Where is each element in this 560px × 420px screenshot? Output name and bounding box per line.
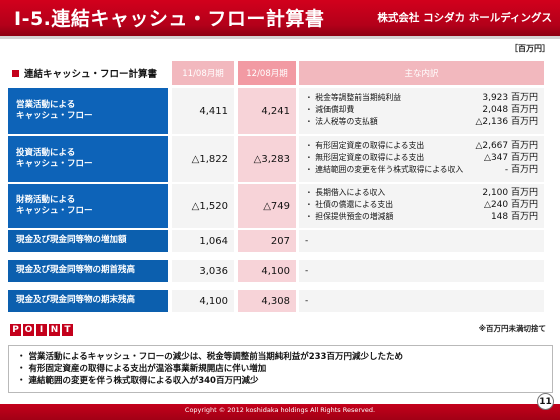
breakdown-line: ・ 長期借入による収入 2,100 百万円 [305,188,538,199]
point-bullet: ・ 営業活動によるキャッシュ・フローの減少は、税金等調整前当期純利益が233百万… [17,351,403,362]
column-header-prev: 11/08月期 [172,61,234,85]
page-title: Ⅰ-5.連結キャッシュ・フロー計算書 [14,8,325,30]
table-title: 連結キャッシュ・フロー計算書 [12,64,157,82]
rounding-footnote: ※百万円未満切捨て [478,324,546,333]
point-bullet: ・ 有形固定資産の取得による支出が温浴事業新規開店に伴い増加 [17,363,267,374]
prev-value: 4,100 [172,290,234,312]
breakdown-line: ・ 税金等調整前当期純利益 3,923 百万円 [305,93,538,104]
point-letter: T [62,324,73,336]
breakdown-line: ・ 連結範囲の変更を伴う株式取得による収入 - 百万円 [305,164,538,175]
row-label: 財務活動による キャッシュ・フロー [8,184,168,228]
point-bullet: ・ 連結範囲の変更を伴う株式取得による収入が340百万円減少 [17,376,259,387]
breakdown-line: ・ 法人税等の支払額 △2,136 百万円 [305,116,538,127]
table-row-closing: 現金及び現金同等物の期末残高 4,100 4,308 - [8,290,544,312]
row-label: 投資活動による キャッシュ・フロー [8,136,168,182]
row-label: 現金及び現金同等物の増加額 [8,230,168,252]
bullet-square-icon [12,69,19,77]
curr-value: △3,283 [238,136,296,182]
point-letter: O [23,324,34,336]
copyright-text: Copyright © 2012 koshidaka holdings All … [184,406,376,414]
table-row-opening: 現金及び現金同等物の期首残高 3,036 4,100 - [8,260,544,282]
table-row-financing: 財務活動による キャッシュ・フロー △1,520 △749 ・ 長期借入による収… [8,184,544,228]
prev-value: 4,411 [172,88,234,134]
row-label: 現金及び現金同等物の期首残高 [8,260,168,282]
table-title-text: 連結キャッシュ・フロー計算書 [24,69,158,80]
breakdown-cell: ・ 税金等調整前当期純利益 3,923 百万円 ・ 減価償却費 2,048 百万円 … [299,88,544,134]
breakdown-line: ・ 有形固定資産の取得による支出 △2,667 百万円 [305,141,538,152]
prev-value: 3,036 [172,260,234,282]
page-number: 11 [537,393,554,410]
prev-value: △1,822 [172,136,234,182]
table-row-increase: 現金及び現金同等物の増加額 1,064 207 - [8,230,544,252]
breakdown-line: ・ 社債の償還による支出 △240 百万円 [305,200,538,211]
breakdown-cell: - [299,260,544,282]
curr-value: 4,100 [238,260,296,282]
table-row-operating: 営業活動による キャッシュ・フロー 4,411 4,241 ・ 税金等調整前当期… [8,88,544,134]
point-box: ・ 営業活動によるキャッシュ・フローの減少は、税金等調整前当期純利益が233百万… [8,345,553,393]
point-letter: I [36,324,47,336]
breakdown-line: ・ 担保提供預金の増減額 148 百万円 [305,211,538,222]
breakdown-cell: - [299,230,544,252]
row-label: 現金及び現金同等物の期末残高 [8,290,168,312]
table-row-investing: 投資活動による キャッシュ・フロー △1,822 △3,283 ・ 有形固定資産… [8,136,544,182]
curr-value: 4,308 [238,290,296,312]
header-bar: Ⅰ-5.連結キャッシュ・フロー計算書 株式会社 コシダカ ホールディングス [0,0,560,36]
breakdown-cell: ・ 有形固定資産の取得による支出 △2,667 百万円 ・ 無形固定資産の取得によ… [299,136,544,182]
column-header-curr: 12/08月期 [238,61,296,85]
curr-value: 207 [238,230,296,252]
point-label: P O I N T [10,324,73,336]
breakdown-cell: ・ 長期借入による収入 2,100 百万円 ・ 社債の償還による支出 △240 百万… [299,184,544,228]
footer-bar: Copyright © 2012 koshidaka holdings All … [0,404,560,420]
breakdown-cell: - [299,290,544,312]
row-label: 営業活動による キャッシュ・フロー [8,88,168,134]
breakdown-line: ・ 無形固定資産の取得による支出 △347 百万円 [305,153,538,164]
prev-value: 1,064 [172,230,234,252]
column-header-notes: 主な内訳 [299,61,544,85]
unit-label: ［百万円］ [510,44,550,53]
header-divider [0,36,560,39]
prev-value: △1,520 [172,184,234,228]
breakdown-line: ・ 減価償却費 2,048 百万円 [305,105,538,116]
curr-value: △749 [238,184,296,228]
point-letter: N [49,324,60,336]
company-name: 株式会社 コシダカ ホールディングス [377,12,552,24]
point-letter: P [10,324,21,336]
curr-value: 4,241 [238,88,296,134]
